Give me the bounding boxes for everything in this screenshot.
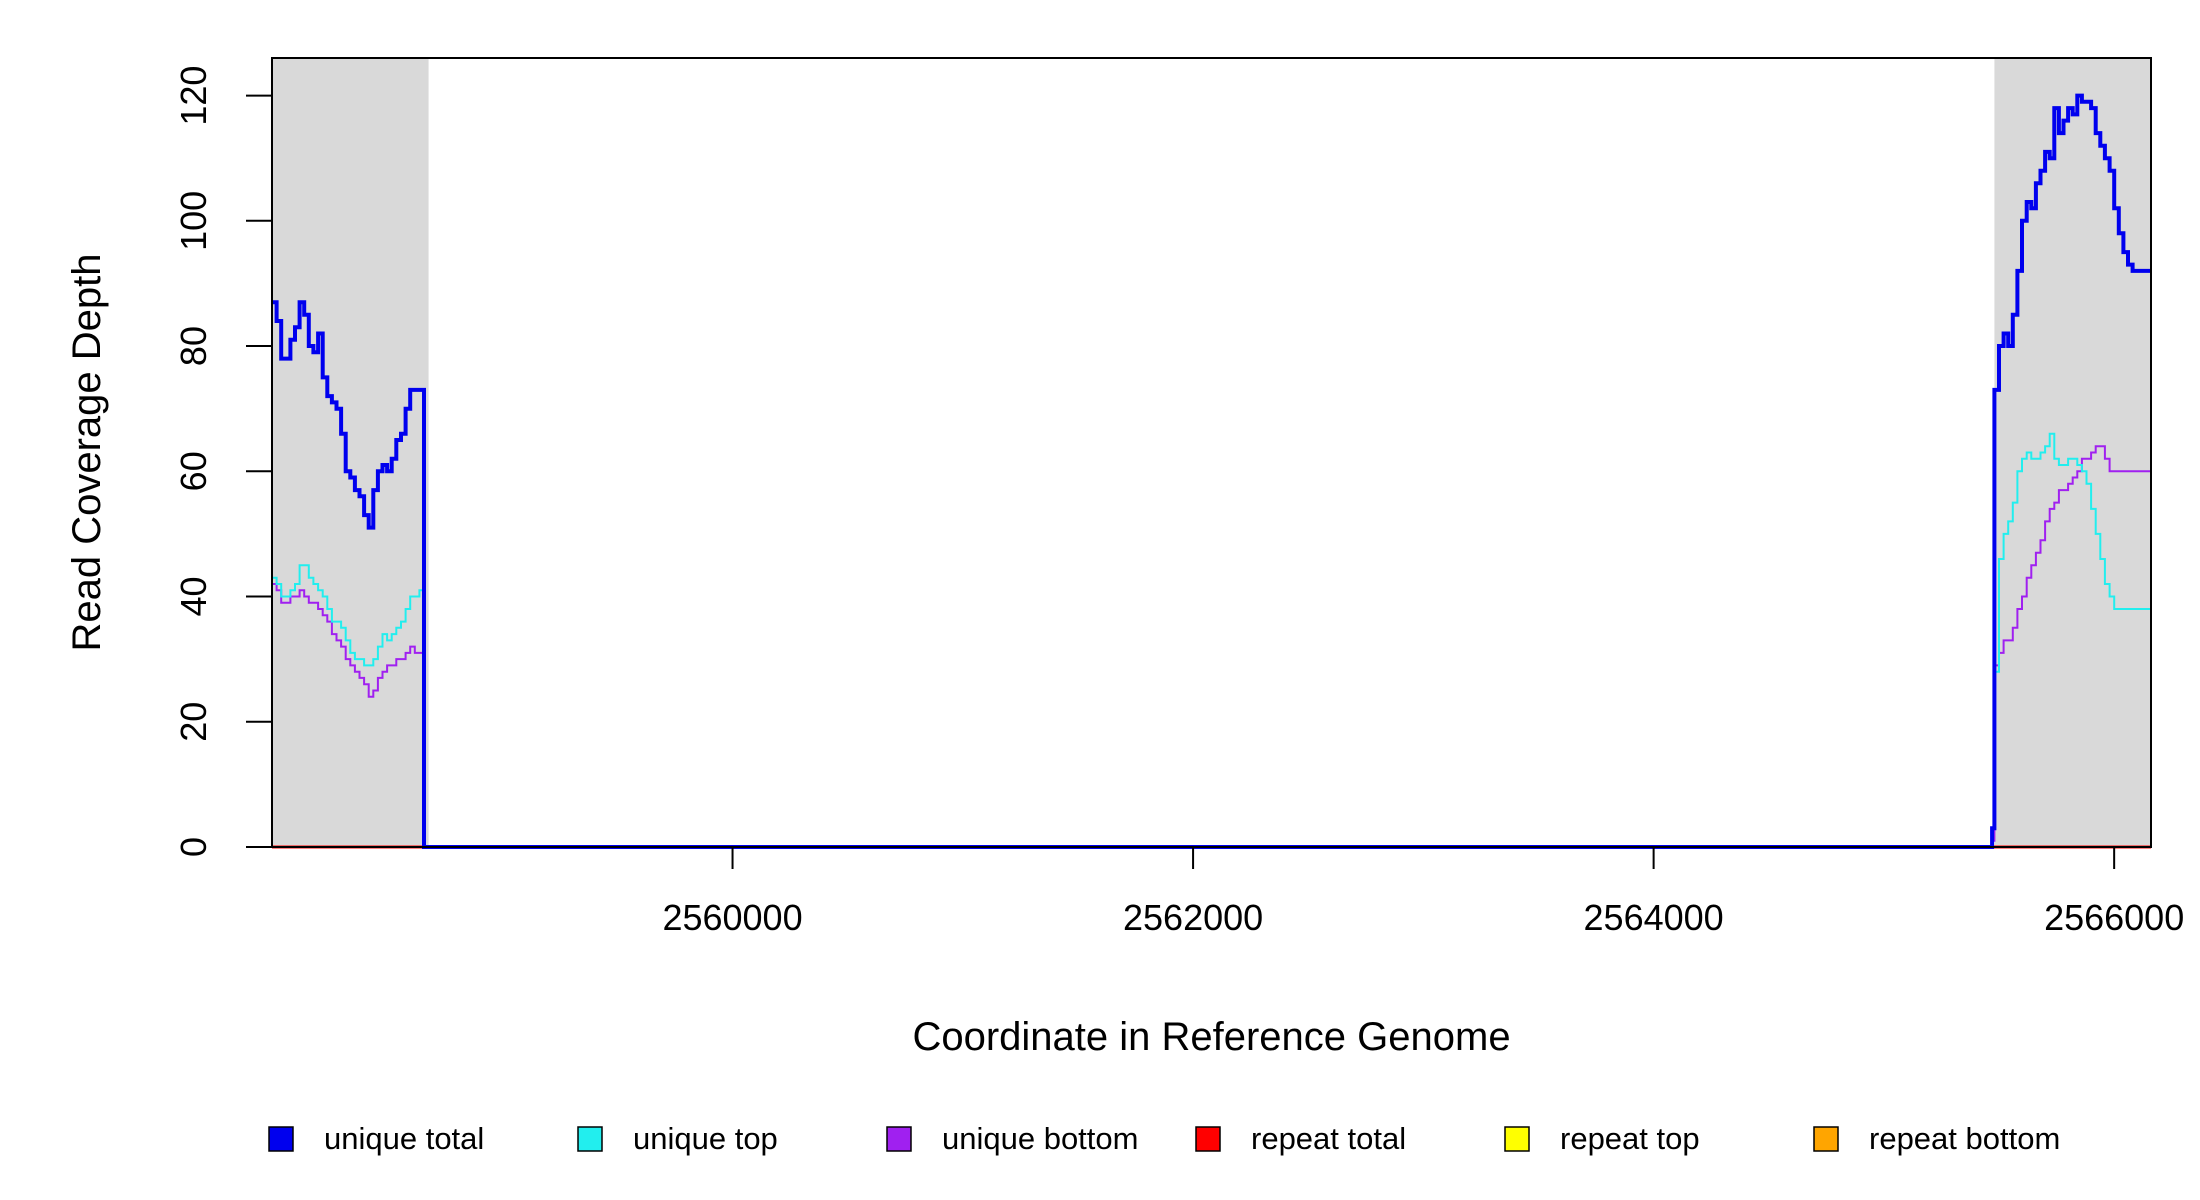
y-tick-label: 0 — [173, 837, 214, 857]
y-tick-label: 20 — [173, 702, 214, 742]
y-axis: 0 20 40 60 80 100 120 — [173, 66, 272, 857]
shaded-region-0 — [272, 58, 429, 847]
legend-label: repeat top — [1560, 1121, 1700, 1156]
y-tick-label: 80 — [173, 326, 214, 366]
x-tick-label: 2566000 — [2044, 897, 2184, 938]
legend-label: unique bottom — [942, 1121, 1138, 1156]
x-tick-label: 2562000 — [1123, 897, 1263, 938]
x-tick-label: 2564000 — [1584, 897, 1724, 938]
series-unique-total — [272, 93, 2151, 849]
legend-label: unique top — [633, 1121, 778, 1156]
legend-label: unique total — [324, 1121, 484, 1156]
y-tick-label: 100 — [173, 191, 214, 251]
shaded-regions — [272, 58, 2151, 847]
legend-label: repeat total — [1251, 1121, 1406, 1156]
legend-swatch-repeat-top — [1504, 1126, 1530, 1152]
shaded-region-1 — [1994, 58, 2151, 847]
y-tick-label: 120 — [173, 66, 214, 126]
series-unique-top — [272, 432, 2151, 848]
legend-swatch-unique-bottom — [886, 1126, 912, 1152]
series-unique-bottom — [272, 445, 2151, 848]
y-tick-label: 40 — [173, 577, 214, 617]
y-tick-label: 60 — [173, 451, 214, 491]
y-axis-title: Read Coverage Depth — [65, 253, 109, 651]
series-lines — [272, 93, 2151, 849]
legend-swatch-repeat-total — [1195, 1126, 1221, 1152]
x-axis-title: Coordinate in Reference Genome — [912, 1015, 1510, 1059]
plot-frame — [271, 57, 2152, 848]
legend-swatch-unique-total — [268, 1126, 294, 1152]
x-axis: 2560000 2562000 2564000 2566000 — [662, 847, 2184, 938]
x-tick-label: 2560000 — [662, 897, 802, 938]
legend: unique total unique top unique bottom repea… — [268, 1121, 2060, 1156]
legend-swatch-unique-top — [577, 1126, 603, 1152]
legend-swatch-repeat-bottom — [1813, 1126, 1839, 1152]
legend-label: repeat bottom — [1869, 1121, 2060, 1156]
